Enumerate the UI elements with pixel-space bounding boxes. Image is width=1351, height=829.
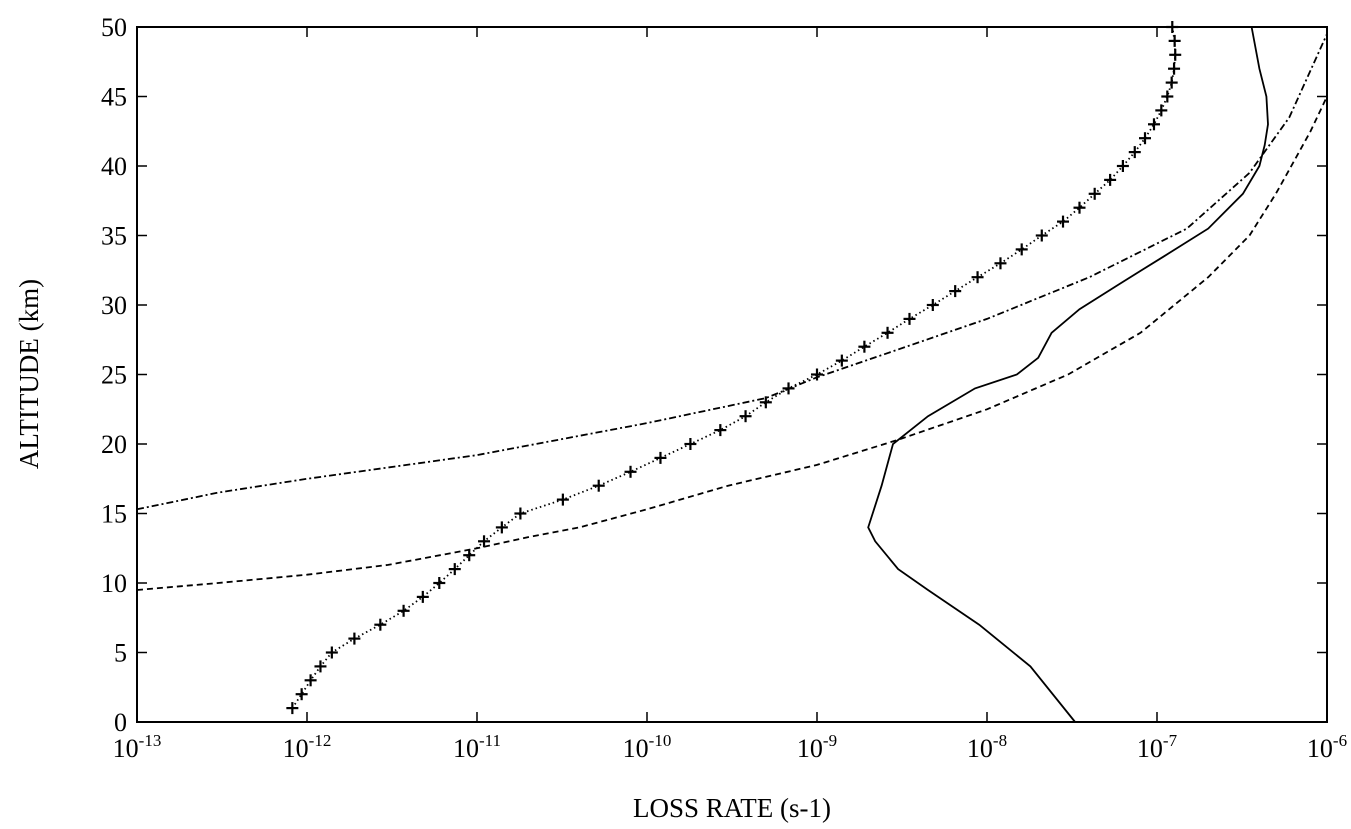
x-tick-label: 10-10 xyxy=(623,731,672,763)
plus-marker xyxy=(463,549,476,562)
plus-marker xyxy=(556,493,569,506)
x-tick-label: 10-6 xyxy=(1307,731,1347,763)
y-tick-label: 25 xyxy=(101,361,127,390)
plus-marker xyxy=(325,646,338,659)
series-layer xyxy=(136,21,1328,723)
x-tick-label: 10-13 xyxy=(113,731,162,763)
plus-marker xyxy=(1088,187,1101,200)
plus-marker xyxy=(478,535,491,548)
y-tick-label: 5 xyxy=(114,639,127,668)
plus-marker xyxy=(881,326,894,339)
series-1-line xyxy=(867,26,1269,723)
plus-marker xyxy=(1161,90,1174,103)
plus-marker xyxy=(1128,146,1141,159)
plus-marker xyxy=(1073,201,1086,214)
plus-marker xyxy=(782,382,795,395)
plus-marker xyxy=(1168,34,1181,47)
plus-marker xyxy=(1104,173,1117,186)
plus-marker xyxy=(295,688,308,701)
plus-marker xyxy=(397,604,410,617)
x-tick-label: 10-12 xyxy=(283,731,332,763)
plus-marker xyxy=(994,257,1007,270)
plus-marker xyxy=(654,451,667,464)
plus-marker xyxy=(903,312,916,325)
x-tick-label: 10-7 xyxy=(1137,731,1178,763)
y-tick-label: 35 xyxy=(101,222,127,251)
plus-marker xyxy=(1169,48,1182,61)
plus-marker xyxy=(739,410,752,423)
plus-marker xyxy=(495,521,508,534)
series-2-line xyxy=(136,96,1328,591)
plus-marker xyxy=(714,424,727,437)
plus-marker xyxy=(811,368,823,381)
plus-marker xyxy=(286,702,299,715)
x-tick-label: 10-8 xyxy=(967,731,1007,763)
plus-marker xyxy=(971,271,984,284)
plus-marker xyxy=(1139,132,1152,145)
plus-marker xyxy=(926,299,939,311)
plot-frame xyxy=(136,26,1328,723)
plus-marker xyxy=(1165,76,1178,89)
y-axis-title: ALTITUDE (km) xyxy=(14,279,44,469)
plus-marker xyxy=(1155,104,1168,117)
plus-marker xyxy=(624,465,637,478)
tick-layer: 10-13 10-12 10-11 10-10 10-9 10-8 10-7 10-6 0 5 10… xyxy=(101,13,1347,763)
plus-marker xyxy=(416,590,429,603)
plus-marker xyxy=(835,354,848,367)
plus-marker xyxy=(304,674,317,687)
plus-marker xyxy=(592,479,605,492)
plus-marker xyxy=(1147,118,1160,131)
y-tick-label: 50 xyxy=(101,13,127,42)
y-tick-label: 30 xyxy=(101,291,127,320)
y-tick-label: 40 xyxy=(101,152,127,181)
plus-marker xyxy=(1035,229,1048,242)
y-tick-label: 20 xyxy=(101,430,127,459)
plus-marker xyxy=(858,340,871,353)
plus-marker xyxy=(1057,215,1070,228)
plus-marker xyxy=(1168,62,1181,75)
plus-marker xyxy=(1116,160,1129,172)
plus-marker xyxy=(433,577,446,589)
series-3-line xyxy=(136,33,1328,511)
x-tick-label: 10-11 xyxy=(453,731,501,763)
plus-marker xyxy=(374,618,387,631)
plus-marker xyxy=(949,285,962,298)
y-tick-label: 10 xyxy=(101,569,127,598)
plus-marker xyxy=(759,396,772,409)
plus-marker xyxy=(448,563,461,576)
y-tick-label: 15 xyxy=(101,500,127,529)
plus-marker xyxy=(314,660,327,673)
y-tick-label: 0 xyxy=(114,708,127,737)
y-tick-label: 45 xyxy=(101,83,127,112)
plus-marker xyxy=(684,438,697,450)
x-tick-label: 10-9 xyxy=(797,731,837,763)
plus-marker xyxy=(514,507,527,520)
series-4-line xyxy=(291,26,1177,709)
x-axis-title: LOSS RATE (s-1) xyxy=(633,793,831,823)
plus-marker xyxy=(1015,243,1028,256)
plus-marker xyxy=(348,632,361,645)
